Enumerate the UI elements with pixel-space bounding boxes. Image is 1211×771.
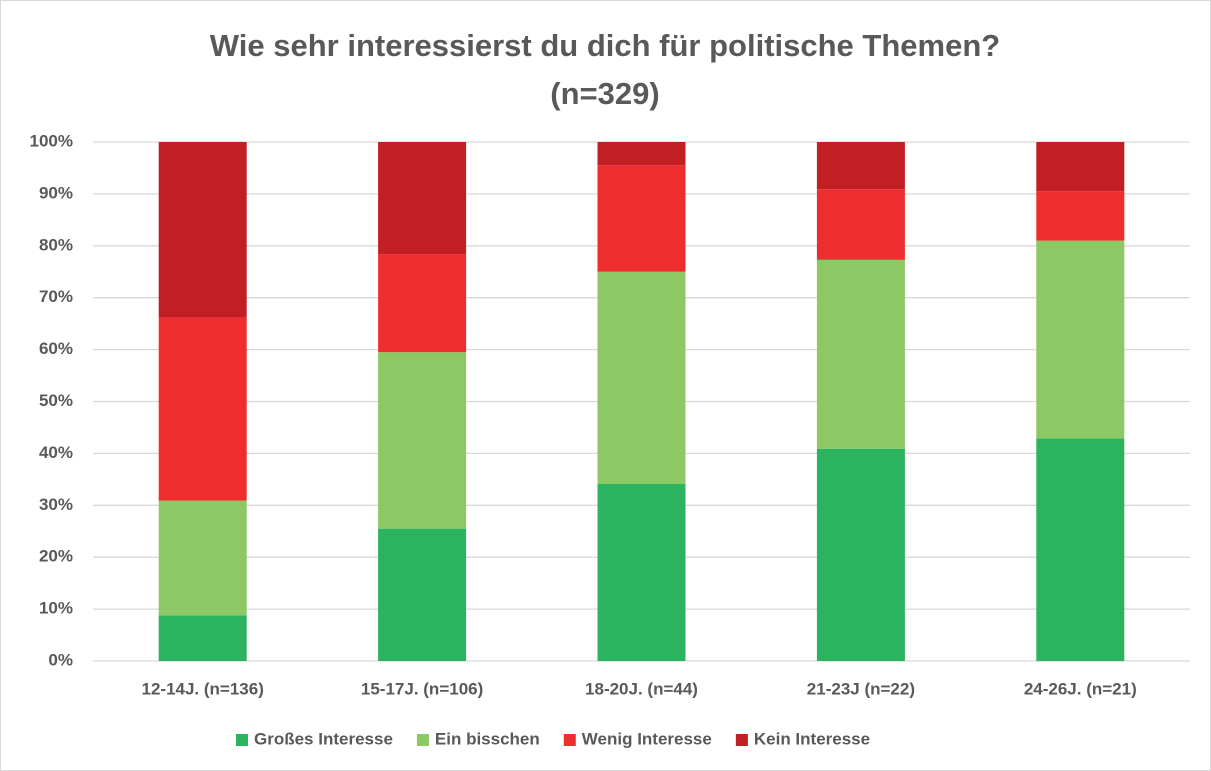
- bar-segment: [816, 448, 905, 661]
- y-tick-label: 0%: [48, 650, 73, 669]
- bar-segment: [597, 165, 686, 272]
- bar-segment: [1036, 438, 1125, 661]
- bar-segment: [1036, 142, 1125, 192]
- bar-segment: [378, 142, 467, 255]
- legend-swatch: [416, 734, 429, 746]
- bar-segment: [158, 500, 247, 616]
- bar-segment: [1036, 240, 1125, 439]
- y-tick-label: 20%: [39, 547, 73, 566]
- y-tick-label: 70%: [39, 287, 73, 306]
- bar-segment: [158, 317, 247, 501]
- bar-segment: [158, 142, 247, 318]
- bar-segment: [378, 352, 467, 529]
- y-tick-label: 40%: [39, 443, 73, 462]
- bar-segment: [378, 528, 467, 661]
- legend-swatch: [236, 734, 248, 746]
- legend-swatch: [563, 734, 576, 746]
- bar-segment: [816, 142, 905, 190]
- x-tick-label: 24-26J. (n=21): [1024, 679, 1137, 698]
- bar-segment: [1036, 191, 1125, 241]
- bar-segment: [597, 484, 686, 661]
- chart-subtitle: (n=329): [550, 76, 659, 111]
- y-tick-label: 50%: [39, 391, 73, 410]
- x-tick-label: 12-14J. (n=136): [142, 679, 264, 698]
- chart-title: Wie sehr interessierst du dich für polit…: [210, 28, 1000, 63]
- bar-segment: [597, 142, 686, 166]
- legend-label: Wenig Interesse: [582, 729, 712, 748]
- bar-segment: [597, 271, 686, 485]
- bar-segment: [378, 254, 467, 353]
- y-tick-label: 90%: [39, 183, 73, 202]
- legend-swatch: [735, 734, 748, 746]
- y-tick-label: 60%: [39, 339, 73, 358]
- x-tick-label: 15-17J. (n=106): [361, 679, 483, 698]
- bar-segment: [158, 615, 247, 661]
- y-tick-label: 80%: [39, 235, 73, 254]
- bar-segment: [816, 189, 905, 260]
- y-tick-label: 100%: [30, 131, 73, 150]
- y-tick-label: 10%: [39, 599, 73, 618]
- x-tick-label: 21-23J (n=22): [807, 679, 915, 698]
- bar-segment: [816, 259, 905, 449]
- legend-label: Ein bisschen: [435, 729, 540, 748]
- legend-label: Kein Interesse: [754, 729, 870, 748]
- x-tick-label: 18-20J. (n=44): [585, 679, 698, 698]
- legend-label: Großes Interesse: [254, 729, 393, 748]
- y-tick-label: 30%: [39, 495, 73, 514]
